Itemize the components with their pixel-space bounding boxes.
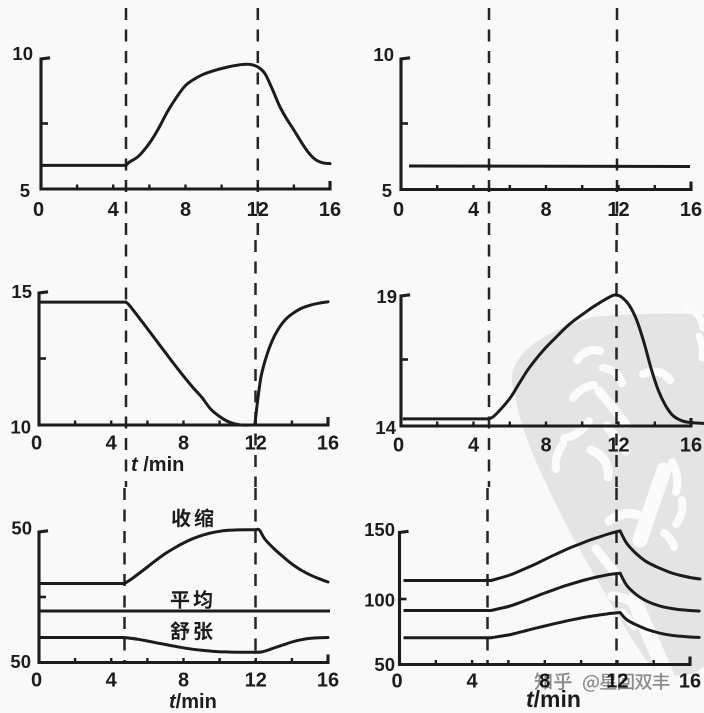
svg-text:12: 12 xyxy=(607,435,629,457)
svg-text:4: 4 xyxy=(106,670,118,692)
svg-text:50: 50 xyxy=(374,654,395,675)
svg-text:16: 16 xyxy=(680,199,702,221)
svg-text:16: 16 xyxy=(317,433,339,455)
svg-text:4: 4 xyxy=(467,671,479,693)
svg-text:150: 150 xyxy=(364,519,395,540)
svg-text:10: 10 xyxy=(10,417,31,438)
svg-text:0: 0 xyxy=(31,433,42,455)
svg-text:19: 19 xyxy=(376,286,397,307)
svg-text:8: 8 xyxy=(540,199,551,221)
svg-text:8: 8 xyxy=(178,670,189,692)
svg-text:16: 16 xyxy=(680,435,702,457)
svg-text:100: 100 xyxy=(364,590,395,611)
svg-text:50: 50 xyxy=(10,651,31,672)
svg-text:4: 4 xyxy=(468,199,480,221)
svg-text:4: 4 xyxy=(106,433,118,455)
svg-text:16: 16 xyxy=(319,199,341,221)
svg-text:4: 4 xyxy=(468,435,480,457)
svg-text:0: 0 xyxy=(393,435,404,457)
svg-text:8: 8 xyxy=(540,435,551,457)
svg-text:12: 12 xyxy=(247,199,269,221)
svg-text:14: 14 xyxy=(375,417,396,438)
svg-text:t/min: t/min xyxy=(169,691,217,713)
svg-text:12: 12 xyxy=(606,671,628,693)
svg-text:16: 16 xyxy=(317,670,339,692)
svg-text:0: 0 xyxy=(31,670,42,692)
svg-text:50: 50 xyxy=(11,518,32,539)
svg-text:0: 0 xyxy=(33,199,44,221)
svg-text:5: 5 xyxy=(20,180,30,201)
svg-text:0: 0 xyxy=(391,671,402,693)
svg-text:4: 4 xyxy=(108,199,120,221)
svg-text:12: 12 xyxy=(245,433,267,455)
svg-text:t /min: t /min xyxy=(131,454,184,476)
svg-text:16: 16 xyxy=(679,671,701,693)
svg-text:t/min: t/min xyxy=(526,686,581,712)
svg-text:10: 10 xyxy=(373,44,394,65)
svg-text:5: 5 xyxy=(382,180,392,201)
svg-text:0: 0 xyxy=(393,199,404,221)
svg-text:8: 8 xyxy=(178,433,189,455)
svg-text:12: 12 xyxy=(607,199,629,221)
svg-text:12: 12 xyxy=(245,670,267,692)
svg-text:8: 8 xyxy=(180,199,191,221)
svg-text:10: 10 xyxy=(12,43,33,64)
svg-text:15: 15 xyxy=(11,281,32,302)
